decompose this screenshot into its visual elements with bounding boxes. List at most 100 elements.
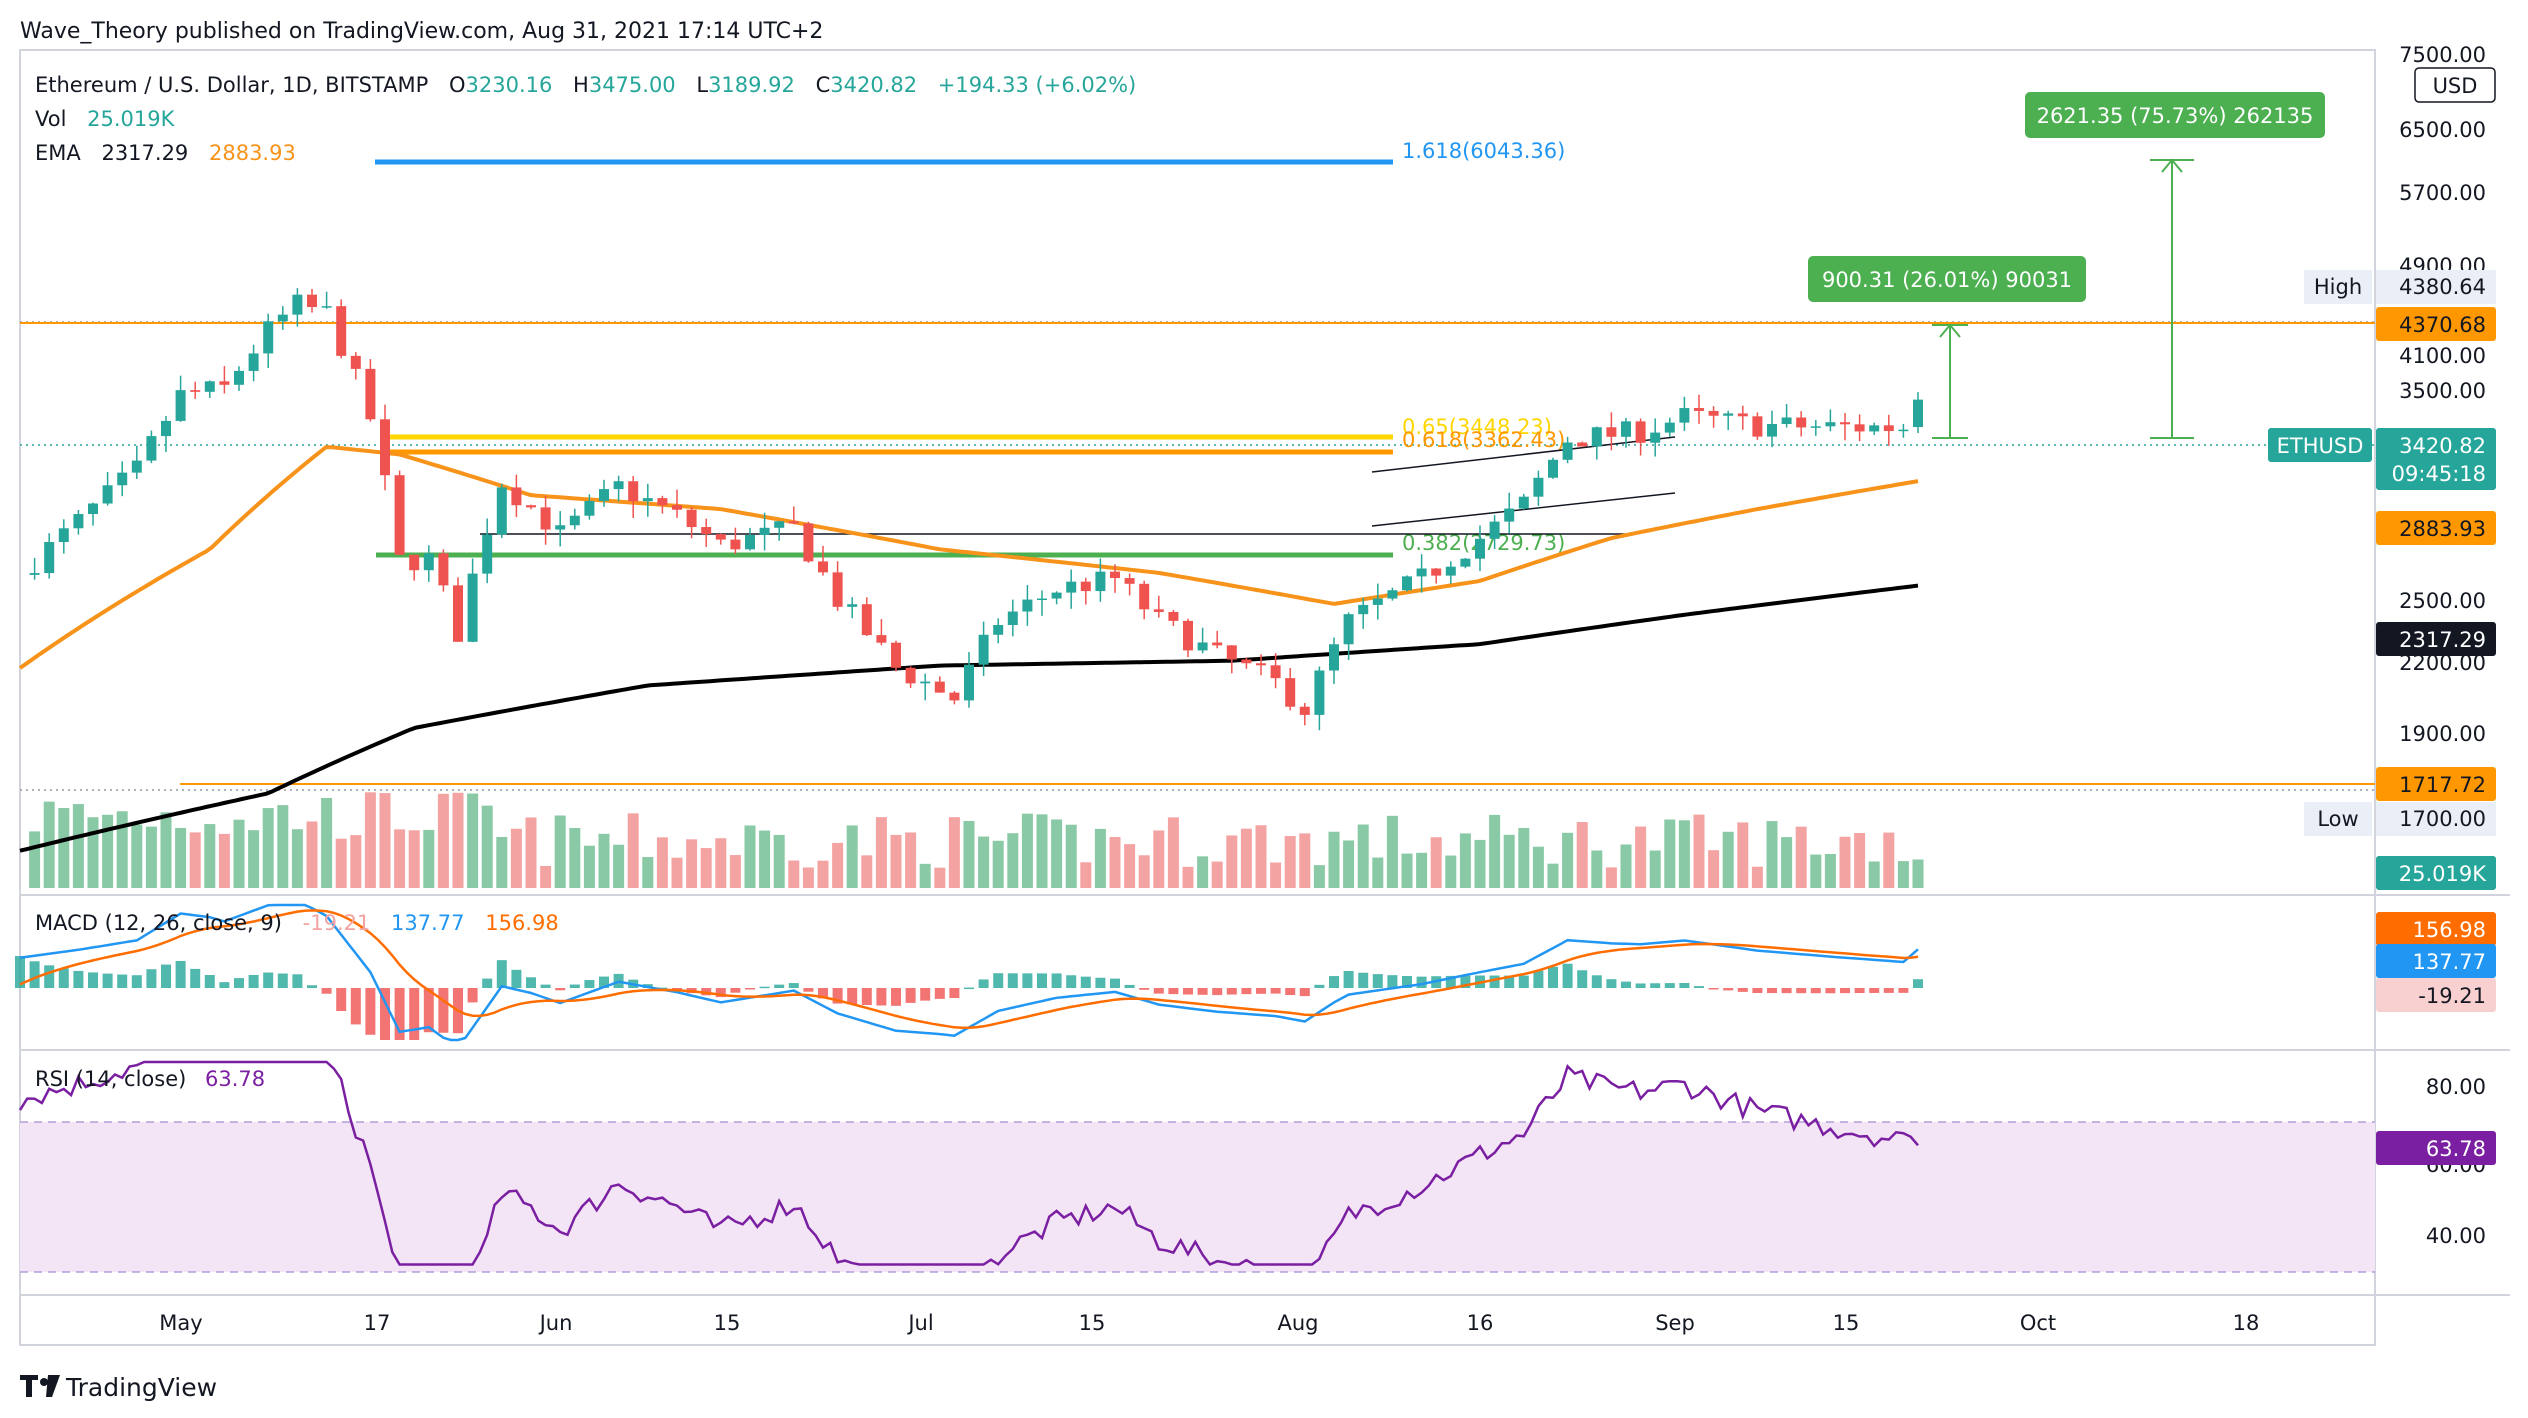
candle-body[interactable] [1372,598,1383,605]
candle-body[interactable] [1708,410,1719,416]
candle-body[interactable] [394,475,405,555]
candle-body[interactable] [715,534,726,540]
ema-50-line[interactable] [18,445,1919,670]
candle-body[interactable] [993,625,1004,635]
hist-badge[interactable] [2376,978,2496,1012]
candle-body[interactable] [1460,558,1471,567]
signal-badge[interactable] [2376,912,2496,946]
candle-body[interactable] [1256,663,1266,666]
candle-body[interactable] [949,692,960,701]
candle-body[interactable] [1591,427,1602,447]
candle-body[interactable] [1022,599,1033,612]
candle-body[interactable] [1810,426,1821,428]
candle-body[interactable] [409,554,420,571]
candle-body[interactable] [964,664,974,701]
time-axis[interactable]: May 17 Jun 15 Jul 15 Aug 16 Sep 15 Oct 1… [159,1311,2259,1335]
candle-body[interactable] [1723,413,1734,416]
candle-body[interactable] [1080,581,1091,592]
candle-body[interactable] [1314,670,1325,715]
candle-body[interactable] [934,681,945,693]
candle-body[interactable] [336,306,347,356]
candle-body[interactable] [861,604,872,636]
candle-body[interactable] [1197,642,1208,651]
candle-body[interactable] [672,505,682,510]
candle-body[interactable] [1854,424,1865,432]
candle-body[interactable] [1840,422,1850,425]
candle-body[interactable] [307,294,317,308]
candle-body[interactable] [1270,665,1281,679]
candle-body[interactable] [774,521,785,528]
candle-body[interactable] [1767,424,1777,437]
candle-body[interactable] [58,528,69,543]
candle-body[interactable] [803,523,814,562]
candle-body[interactable] [978,634,989,665]
candle-body[interactable] [657,498,668,506]
candle-body[interactable] [423,553,434,571]
candle-body[interactable] [920,681,931,684]
candle-body[interactable] [1037,598,1047,601]
candle-body[interactable] [1562,442,1573,460]
candle-body[interactable] [759,527,770,535]
ema-50-badge[interactable] [2376,511,2496,545]
candle-body[interactable] [818,561,828,573]
candle-body[interactable] [1139,583,1150,610]
candle-body[interactable] [1226,645,1237,660]
candle-body[interactable] [190,390,201,392]
candle-body[interactable] [350,355,361,369]
resistance-badge[interactable] [2376,307,2496,341]
candle-body[interactable] [438,553,449,586]
candle-body[interactable] [905,667,916,684]
candle-body[interactable] [613,481,624,490]
candle-body[interactable] [1153,609,1164,612]
rsi-line[interactable] [18,1060,1919,1267]
candle-body[interactable] [569,515,580,526]
candle-body[interactable] [1533,477,1544,497]
candle-body[interactable] [1898,429,1909,432]
candle-body[interactable] [1285,678,1296,707]
candle-body[interactable] [891,642,901,668]
measure-label-2-box[interactable] [2025,92,2325,138]
candle-body[interactable] [380,419,390,476]
volume-badge[interactable] [2376,856,2496,890]
rsi-badge[interactable] [2376,1131,2496,1165]
candle-body[interactable] [788,521,799,524]
measure-label-1-box[interactable] [1808,256,2086,302]
candle-body[interactable] [453,585,463,642]
candle-body[interactable] [730,539,741,550]
candle-body[interactable] [1781,417,1792,425]
candle-body[interactable] [1329,644,1339,671]
candle-body[interactable] [1650,432,1661,443]
candle-body[interactable] [1124,578,1135,584]
candle-body[interactable] [292,294,303,315]
candle-body[interactable] [1110,571,1120,579]
candle-body[interactable] [1431,568,1442,576]
candle-body[interactable] [117,472,128,486]
candle-body[interactable] [540,507,551,530]
candle-body[interactable] [73,514,84,529]
candle-body[interactable] [1504,508,1515,522]
candle-body[interactable] [1343,614,1354,645]
candle-body[interactable] [1051,592,1062,599]
candle-body[interactable] [321,306,332,308]
candle-body[interactable] [1518,496,1529,509]
candle-body[interactable] [175,390,186,421]
candle-body[interactable] [248,353,259,371]
candle-body[interactable] [1387,590,1398,599]
candle-body[interactable] [1168,611,1179,621]
last-price-badge[interactable] [2376,428,2496,490]
candle-body[interactable] [1299,706,1310,715]
candle-body[interactable] [263,321,274,354]
candle-body[interactable] [1825,422,1836,427]
candle-body[interactable] [1358,604,1369,615]
candle-body[interactable] [847,604,858,607]
candle-body[interactable] [1183,620,1193,651]
candlesticks[interactable] [29,288,1923,731]
candle-body[interactable] [599,489,609,501]
tradingview-logo[interactable]: TradingView [20,1373,217,1402]
candle-body[interactable] [701,527,712,535]
candle-body[interactable] [1883,425,1894,432]
candle-body[interactable] [1606,427,1617,437]
candle-body[interactable] [234,370,244,385]
candle-body[interactable] [467,573,478,642]
